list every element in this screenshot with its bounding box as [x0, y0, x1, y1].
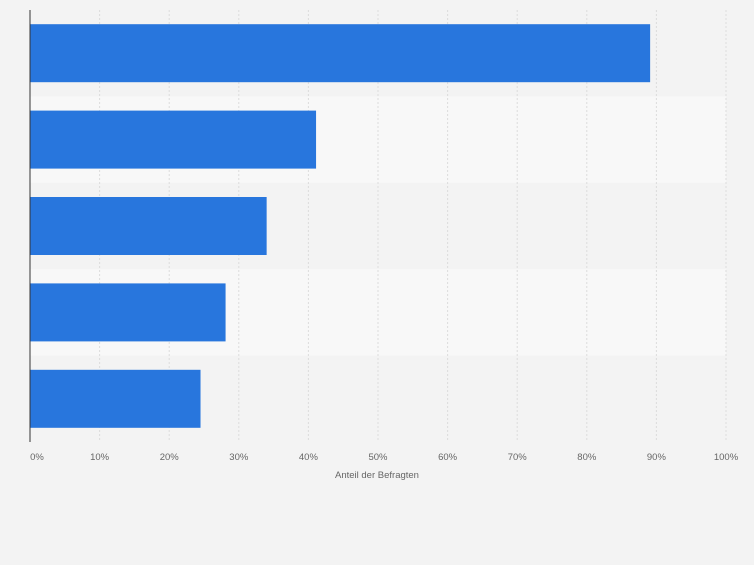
x-tick-labels: 0% 10% 20% 30% 40% 50% 60% 70% 80% 90% 100% [30, 452, 739, 463]
x-tick-label: 40% [299, 452, 319, 463]
bar[interactable] [30, 197, 267, 255]
x-tick-label: 0% [30, 452, 44, 463]
x-tick-label: 90% [647, 452, 667, 463]
x-tick-label: 30% [229, 452, 249, 463]
x-tick-label: 60% [438, 452, 458, 463]
bar[interactable] [30, 283, 226, 342]
x-tick-label: 10% [90, 452, 110, 463]
x-tick-label: 100% [714, 452, 739, 463]
x-axis-label: Anteil der Befragten [335, 470, 419, 481]
bar[interactable] [30, 369, 201, 428]
x-tick-label: 50% [368, 452, 388, 463]
x-tick-label: 20% [160, 452, 180, 463]
x-tick-label: 70% [508, 452, 528, 463]
bar[interactable] [30, 24, 651, 83]
bar[interactable] [30, 110, 317, 169]
bars [30, 24, 651, 428]
x-tick-label: 80% [577, 452, 597, 463]
